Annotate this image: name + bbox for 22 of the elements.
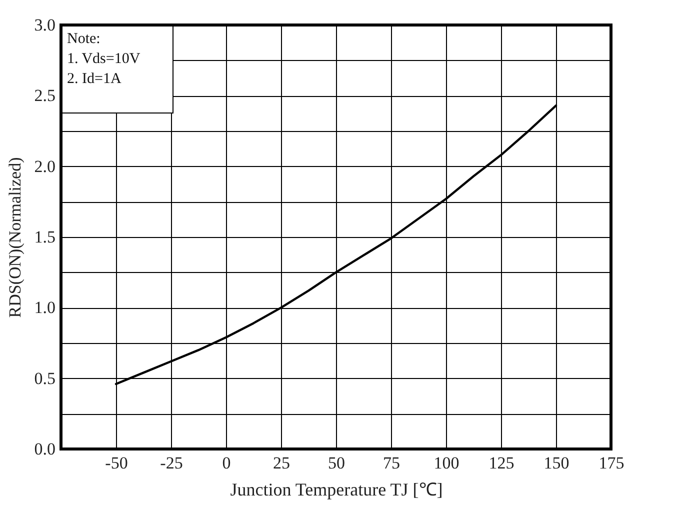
y-tick-label: 0.0 [34, 440, 56, 458]
y-axis-title: RDS(ON)(Normalized) [5, 157, 24, 318]
y-tick-label: 1.5 [34, 228, 56, 246]
y-tick-label: 0.5 [34, 368, 56, 388]
x-tick-label: 150 [544, 454, 570, 472]
x-tick-label: 100 [434, 454, 460, 472]
annotation: Note: [67, 31, 100, 47]
x-axis-title: Junction Temperature TJ [℃] [230, 480, 443, 500]
y-tick-label: 2.5 [34, 86, 56, 106]
x-tick-label: -50 [105, 454, 128, 472]
x-tick-label: -25 [160, 454, 183, 472]
annotation: 1. Vds=10V [67, 51, 140, 67]
x-tick-label: 175 [598, 454, 624, 472]
x-tick-label: 25 [273, 454, 290, 472]
y-tick-label: 2.0 [34, 156, 56, 176]
y-tick-label: 1.0 [34, 298, 56, 318]
x-tick-label: 0 [222, 454, 231, 472]
y-tick-label: 3.0 [34, 16, 56, 34]
x-tick-label: 75 [383, 454, 400, 472]
x-tick-label: 50 [328, 454, 345, 472]
annotation: 2. Id=1A [67, 71, 122, 87]
x-tick-label: 125 [488, 454, 514, 472]
